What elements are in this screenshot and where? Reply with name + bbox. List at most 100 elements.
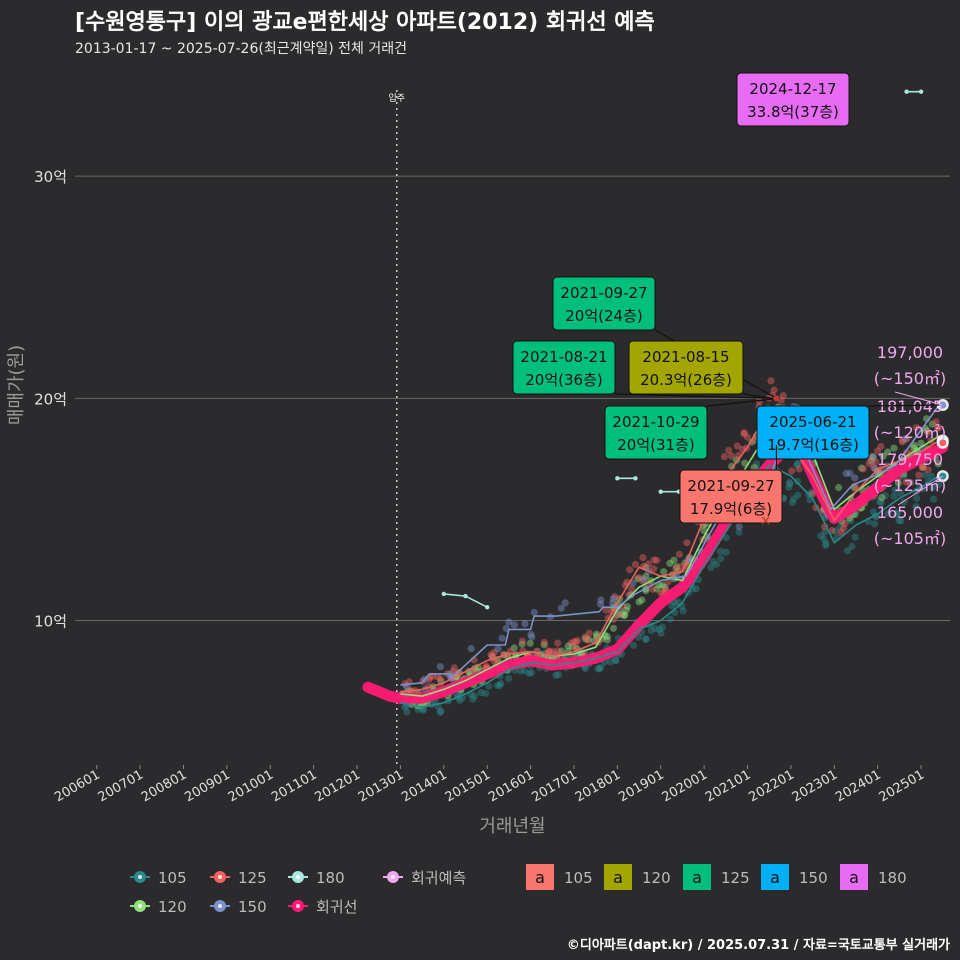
- legend-item-area-105: a 105: [526, 864, 593, 890]
- transaction-dot: [609, 599, 617, 607]
- x-tick-label: 200801: [139, 767, 189, 805]
- series-line-105: [400, 464, 940, 709]
- transaction-dot: [871, 458, 880, 466]
- transaction-dot: [753, 460, 761, 468]
- transaction-dot: [743, 433, 752, 441]
- transaction-dot: [482, 689, 490, 697]
- legend-swatch: [604, 864, 632, 890]
- forecast-leader: [894, 391, 943, 406]
- transaction-dot: [649, 585, 657, 593]
- transaction-dot: [622, 606, 630, 614]
- x-tick-label: 200901: [182, 767, 232, 805]
- transaction-dot: [628, 585, 636, 593]
- x-tick-label: 201601: [486, 767, 536, 805]
- transaction-dot: [638, 596, 646, 604]
- annotation-price: 19.7억(16층): [767, 436, 859, 454]
- transaction-dot: [901, 435, 909, 443]
- transaction-dot: [858, 464, 866, 472]
- transaction-dot: [876, 498, 884, 506]
- transaction-dot: [557, 604, 565, 612]
- transaction-dot: [644, 560, 652, 568]
- transaction-dot: [716, 547, 725, 556]
- transaction-dot: [672, 565, 680, 573]
- transaction-dot: [526, 639, 534, 647]
- transaction-dot: [477, 689, 485, 697]
- transaction-dot: [510, 644, 518, 652]
- legend-swatch-letter: a: [613, 868, 623, 887]
- legend-label: 회귀예측: [411, 869, 466, 887]
- chart-subtitle: 2013-01-17 ~ 2025-07-26(최근계약일) 전체 거래건: [75, 41, 407, 57]
- transaction-dot: [924, 429, 932, 437]
- legend-item-series-회귀선: 회귀선: [288, 898, 357, 916]
- transaction-dot: [585, 629, 593, 637]
- annotation-price: 20.3억(26층): [640, 371, 732, 389]
- transaction-dot: [657, 629, 665, 637]
- transaction-dot: [642, 572, 650, 581]
- annotation-box: [604, 405, 708, 460]
- transaction-dot: [935, 480, 943, 488]
- transaction-dot: [928, 420, 936, 428]
- transaction-dot: [546, 613, 555, 621]
- transaction-dot: [528, 633, 536, 641]
- transaction-dot: [635, 574, 643, 582]
- transaction-dot: [572, 638, 580, 646]
- transaction-dot: [653, 585, 661, 593]
- transaction-dot: [846, 469, 854, 477]
- transaction-dot: [436, 675, 444, 683]
- transaction-dot: [642, 635, 650, 644]
- series-point-180: [463, 593, 468, 599]
- transaction-dot: [450, 664, 458, 672]
- transaction-dot: [401, 703, 409, 711]
- transaction-dot: [840, 524, 848, 532]
- transaction-dot: [907, 479, 915, 487]
- annotation-price: 20억(31층): [617, 436, 694, 454]
- transaction-dot: [594, 664, 602, 673]
- transaction-dot: [934, 460, 942, 468]
- transaction-dot: [831, 527, 839, 535]
- legend-dot-core: [218, 904, 222, 908]
- x-tick-label: 201801: [573, 767, 623, 805]
- forecast-point-core: [939, 439, 947, 447]
- transaction-dot: [520, 667, 529, 675]
- transaction-dot: [795, 465, 803, 473]
- transaction-dot: [505, 675, 513, 683]
- legend-swatch: [840, 864, 868, 890]
- transaction-dot: [554, 639, 562, 647]
- transaction-dot: [581, 635, 589, 643]
- series-point-180: [484, 605, 490, 610]
- transaction-dot: [913, 494, 921, 502]
- regression-line: [362, 439, 949, 704]
- legend-label: 150: [799, 869, 828, 887]
- transaction-dot: [822, 539, 830, 548]
- transaction-dot: [568, 642, 577, 650]
- legend-item-area-125: a 125: [683, 864, 750, 890]
- transaction-dot: [609, 615, 618, 624]
- legend-dot-core: [296, 904, 300, 908]
- legend-swatch-letter: a: [692, 868, 702, 887]
- annotation-date: 2021-08-21: [520, 348, 607, 366]
- transaction-dot: [549, 648, 557, 656]
- transaction-dot: [794, 459, 802, 468]
- transaction-dot: [707, 563, 715, 572]
- transaction-dot: [735, 523, 743, 531]
- transaction-dot: [650, 556, 658, 564]
- transaction-dot: [609, 624, 618, 632]
- transaction-dot: [623, 603, 632, 611]
- transaction-dot: [554, 647, 562, 655]
- transaction-dot: [436, 708, 444, 716]
- annotation-box: [679, 469, 783, 524]
- transaction-dot: [692, 585, 700, 593]
- legend-label: 125: [721, 869, 750, 887]
- transaction-dot: [891, 486, 899, 494]
- transaction-dot: [877, 442, 885, 451]
- legend-label: 150: [238, 898, 267, 916]
- legend-label: 180: [878, 869, 907, 887]
- transaction-dot: [419, 706, 427, 715]
- y-tick-label: 20억: [34, 390, 67, 408]
- transaction-dot: [639, 554, 647, 562]
- annotation-date: 2021-08-15: [642, 348, 729, 366]
- transaction-dot: [837, 528, 845, 537]
- transaction-dot: [929, 495, 938, 503]
- transaction-dot: [640, 575, 648, 583]
- transaction-dot: [717, 555, 725, 563]
